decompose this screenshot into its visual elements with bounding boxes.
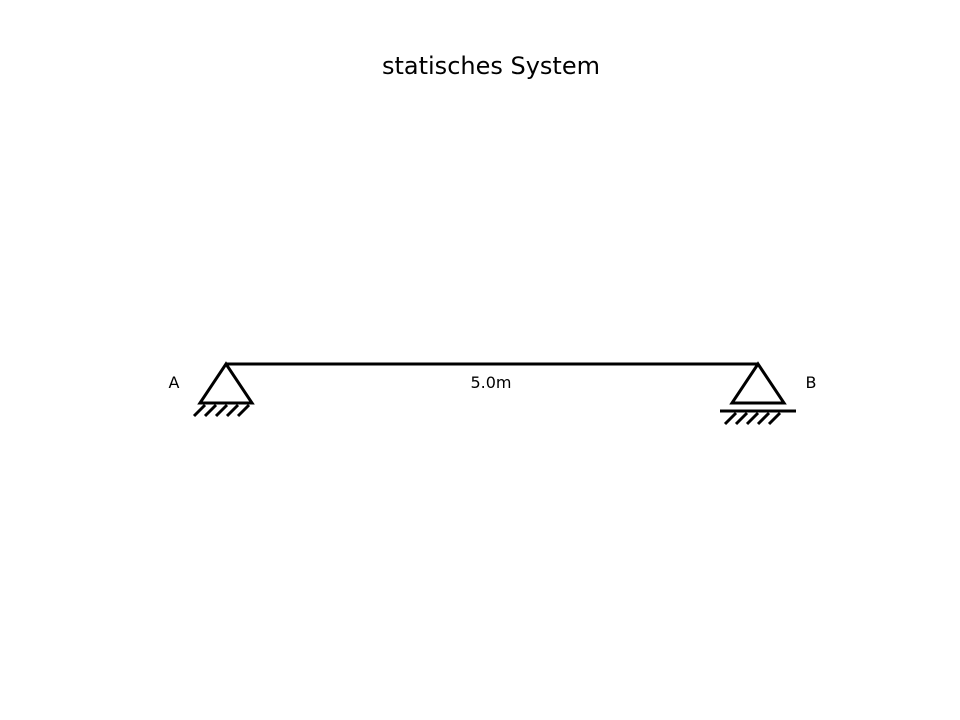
span-length-label: 5.0m: [470, 373, 511, 392]
support-a: [192, 361, 255, 418]
support-b-triangle: [729, 361, 787, 405]
diagram-title: statisches System: [382, 52, 600, 80]
support-a-label: A: [169, 373, 180, 392]
support-b-label: B: [806, 373, 817, 392]
support-a-hatching: [192, 403, 251, 418]
support-b: [720, 361, 796, 426]
support-b-hatching: [723, 411, 782, 426]
support-a-triangle: [197, 361, 255, 405]
